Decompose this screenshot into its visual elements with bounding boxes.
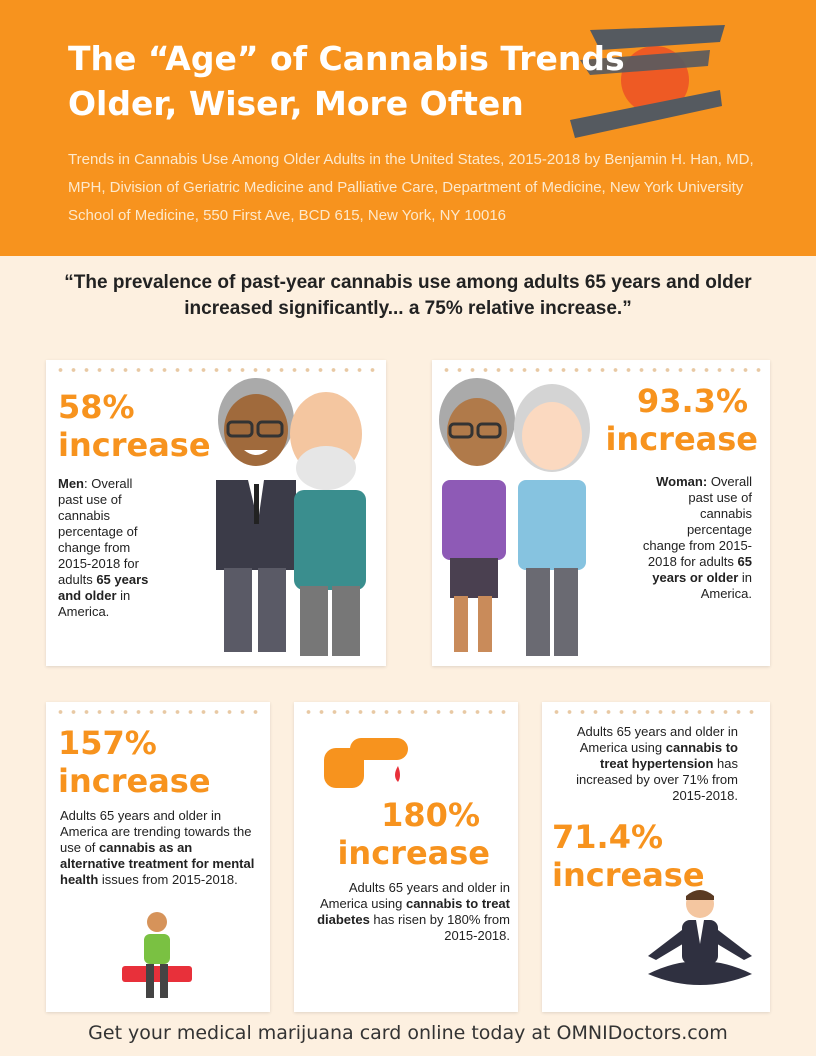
mental-increase-label: increase bbox=[58, 762, 211, 800]
card-women: 93.3% increase Woman: Overall past use o… bbox=[432, 360, 770, 666]
key-quote: “The prevalence of past-year cannabis us… bbox=[64, 272, 752, 319]
header-banner: The “Age” of Cannabis Trends Older, Wise… bbox=[0, 0, 816, 256]
diabetes-description: Adults 65 years and older in America usi… bbox=[317, 880, 510, 943]
women-increase-label: increase bbox=[605, 420, 758, 458]
mental-percentage: 157% bbox=[58, 724, 157, 762]
hypertension-description: Adults 65 years and older in America usi… bbox=[576, 724, 738, 803]
seated-person-icon bbox=[122, 912, 192, 998]
card-diabetes: 180% increase Adults 65 years and older … bbox=[294, 702, 518, 1012]
diabetes-increase-label: increase bbox=[337, 834, 490, 872]
meditating-man-icon bbox=[648, 890, 752, 985]
men-description: Men: Overall past use of cannabis percen… bbox=[58, 476, 149, 619]
sun-brush-icon bbox=[570, 25, 725, 138]
hypertension-percentage: 71.4% bbox=[552, 818, 664, 856]
card-mental-health: 157% increase Adults 65 years and older … bbox=[46, 702, 270, 1012]
older-women-illustration bbox=[439, 378, 590, 656]
women-percentage: 93.3% bbox=[636, 382, 748, 420]
men-increase-label: increase bbox=[58, 426, 211, 464]
men-percentage: 58% bbox=[58, 388, 135, 426]
hypertension-increase-label: increase bbox=[552, 856, 705, 894]
footer-cta: Get your medical marijuana card online t… bbox=[88, 1022, 728, 1044]
diabetes-percentage: 180% bbox=[381, 796, 480, 834]
card-men: 58% increase Men: Overall past use of ca… bbox=[46, 360, 386, 666]
card-hypertension: Adults 65 years and older in America usi… bbox=[542, 702, 770, 1012]
older-men-illustration bbox=[216, 378, 366, 656]
source-citation: Trends in Cannabis Use Among Older Adult… bbox=[68, 151, 754, 224]
women-description: Woman: Overall past use of cannabis perc… bbox=[642, 474, 752, 601]
page-title: The “Age” of Cannabis Trends Older, Wise… bbox=[68, 39, 625, 123]
mental-description: Adults 65 years and older in America are… bbox=[60, 808, 255, 887]
finger-prick-icon bbox=[324, 738, 408, 788]
